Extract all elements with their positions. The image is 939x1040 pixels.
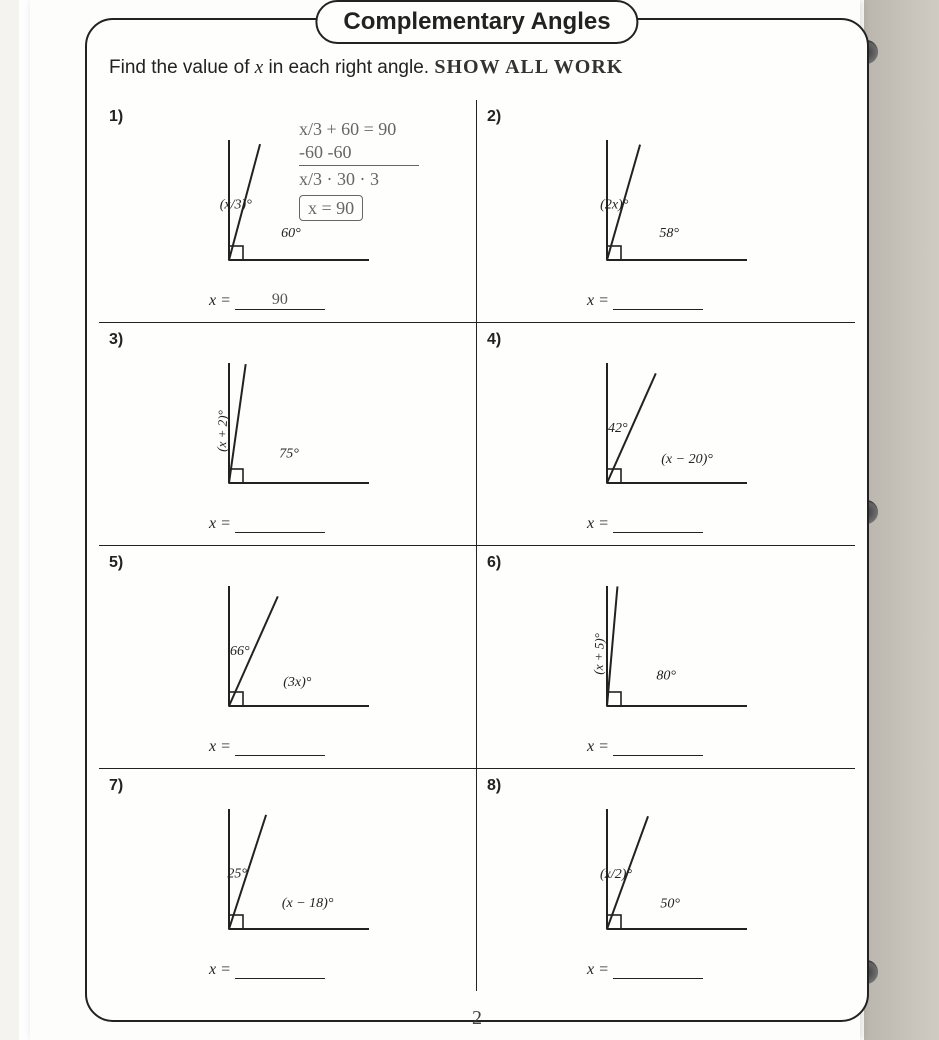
svg-text:(x/3)°: (x/3)°	[220, 197, 252, 212]
instruction-prefix: Find the value of	[109, 57, 255, 78]
svg-text:50°: 50°	[660, 896, 680, 911]
problem-cell: 7) 25° (x − 18)° x =	[99, 769, 477, 991]
svg-text:60°: 60°	[281, 226, 301, 241]
problem-cell: 6) (x + 5)° 80° x =	[477, 546, 855, 768]
svg-text:(2x)°: (2x)°	[600, 198, 629, 213]
page-number: 2	[472, 1007, 482, 1030]
instruction-handwritten: SHOW ALL WORK	[434, 56, 623, 78]
grid-row: 5) 66° (3x)° x =6) (x + 5)° 80° x =	[99, 545, 855, 768]
svg-text:(x/2)°: (x/2)°	[600, 867, 632, 882]
content-frame: Complementary Angles Find the value of x…	[85, 18, 869, 1022]
svg-text:(x + 2)°: (x + 2)°	[214, 410, 230, 452]
problem-cell: 8) (x/2)° 50° x =	[477, 769, 855, 991]
svg-text:75°: 75°	[279, 447, 299, 462]
question-number: 7)	[109, 777, 123, 795]
problem-cell: 3) (x + 2)° 75° x =	[99, 323, 477, 545]
angle-diagram: 25° (x − 18)°	[199, 789, 419, 949]
svg-text:42°: 42°	[608, 421, 628, 436]
angle-diagram: (2x)° 58°	[577, 120, 797, 280]
worksheet-title: Complementary Angles	[315, 0, 638, 44]
answer-field: x =	[587, 961, 703, 979]
answer-field: x =	[209, 961, 325, 979]
svg-text:(x + 5)°: (x + 5)°	[591, 633, 607, 675]
angle-diagram: 66° (3x)°	[199, 566, 419, 726]
question-number: 6)	[487, 554, 501, 572]
problem-cell: 2) (2x)° 58° x =	[477, 100, 855, 322]
instruction-suffix: in each right angle.	[263, 57, 429, 78]
answer-field: x =	[587, 515, 703, 533]
svg-text:(3x)°: (3x)°	[283, 675, 312, 690]
instruction-variable: x	[255, 57, 263, 78]
angle-diagram: (x/2)° 50°	[577, 789, 797, 949]
svg-text:58°: 58°	[659, 226, 679, 241]
answer-field: x =	[587, 738, 703, 756]
svg-text:(x − 18)°: (x − 18)°	[282, 896, 334, 911]
question-number: 5)	[109, 554, 123, 572]
problem-cell: 1) (x/3)° 60° x/3 + 60 = 90 -60 -60x/3 ·…	[99, 100, 477, 322]
svg-text:(x − 20)°: (x − 20)°	[661, 452, 713, 467]
svg-text:66°: 66°	[230, 644, 250, 659]
question-number: 2)	[487, 108, 501, 126]
question-number: 8)	[487, 777, 501, 795]
shown-work: x/3 + 60 = 90 -60 -60x/3 · 30 · 3x = 90	[299, 118, 419, 221]
answer-field: x =90	[209, 291, 325, 310]
svg-text:25°: 25°	[227, 867, 247, 882]
problem-cell: 4) 42° (x − 20)° x =	[477, 323, 855, 545]
grid-row: 1) (x/3)° 60° x/3 + 60 = 90 -60 -60x/3 ·…	[99, 100, 855, 322]
answer-field: x =	[209, 515, 325, 533]
answer-field: x =	[209, 738, 325, 756]
problem-cell: 5) 66° (3x)° x =	[99, 546, 477, 768]
worksheet-page: Complementary Angles Find the value of x…	[30, 0, 860, 1040]
angle-diagram: (x + 2)° 75°	[199, 343, 419, 503]
answer-field: x =	[587, 292, 703, 310]
question-number: 3)	[109, 331, 123, 349]
angle-diagram: 42° (x − 20)°	[577, 343, 797, 503]
svg-text:80°: 80°	[656, 669, 676, 684]
grid-row: 7) 25° (x − 18)° x =8) (x/2)° 50° x =	[99, 768, 855, 991]
grid-row: 3) (x + 2)° 75° x =4) 42° (x − 20)° x =	[99, 322, 855, 545]
question-number: 4)	[487, 331, 501, 349]
question-number: 1)	[109, 108, 123, 126]
instruction-text: Find the value of x in each right angle.…	[109, 56, 623, 79]
problems-grid: 1) (x/3)° 60° x/3 + 60 = 90 -60 -60x/3 ·…	[99, 100, 855, 991]
angle-diagram: (x + 5)° 80°	[577, 566, 797, 726]
